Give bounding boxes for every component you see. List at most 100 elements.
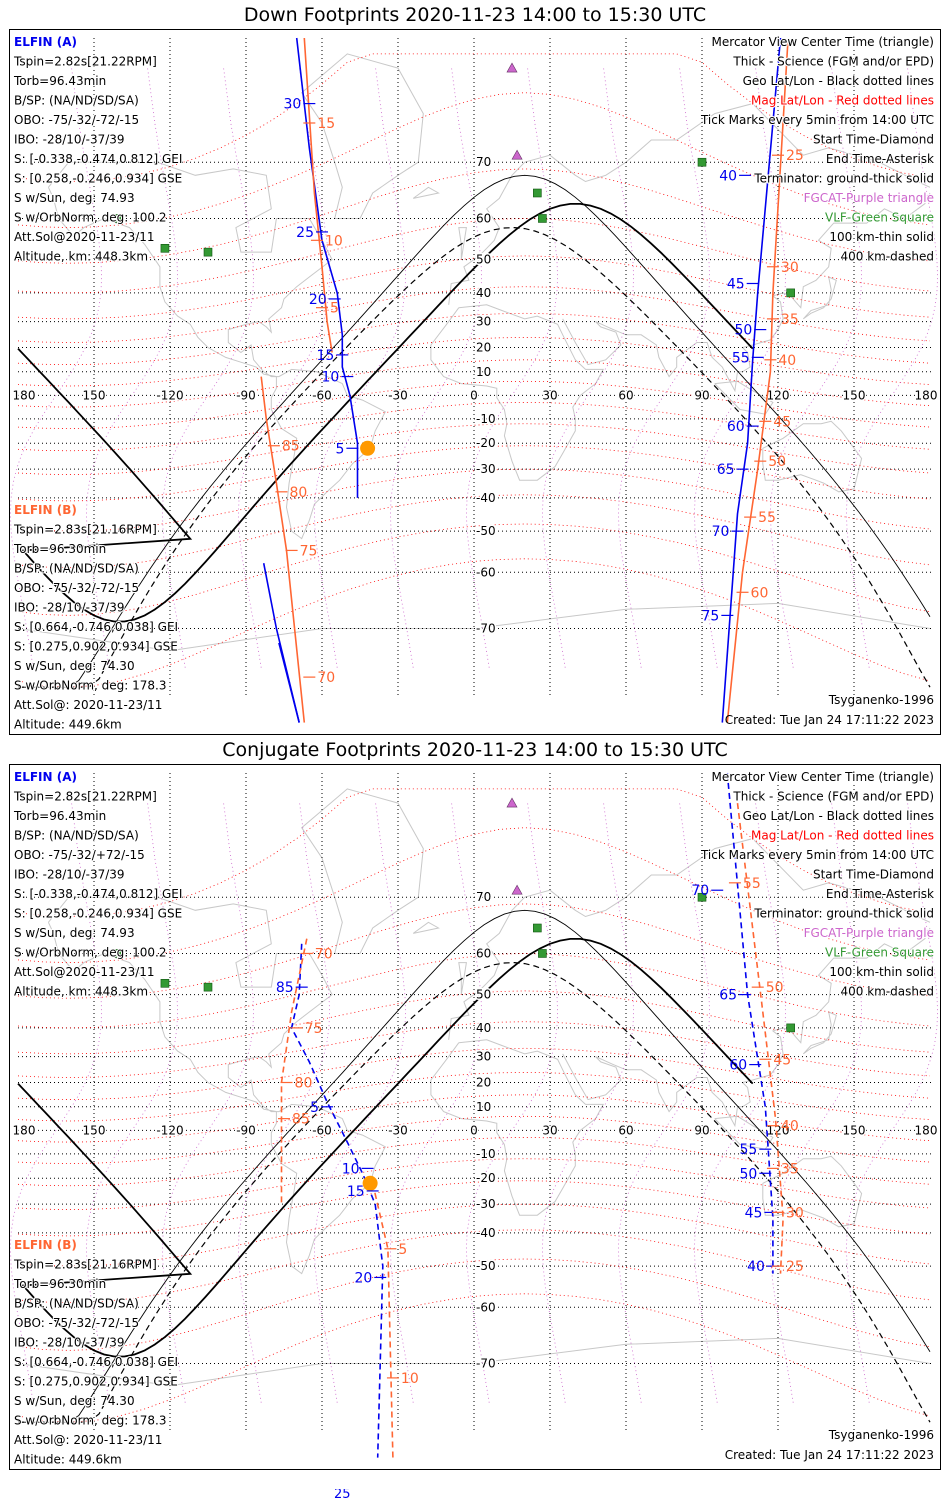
lon-tick-label: -90 xyxy=(236,388,256,402)
mag-grid-meridian xyxy=(769,803,863,1403)
elfin-a-info-line: Torb=96.43min xyxy=(13,809,106,823)
footer-fragment: 25 xyxy=(334,1489,351,1500)
coastline xyxy=(412,186,440,199)
legend-entry: Start Time-Diamond xyxy=(813,133,934,147)
mag-grid-latitude xyxy=(17,1180,931,1237)
track-a-tick-label: 70 xyxy=(712,524,730,540)
lat-tick-label: 10 xyxy=(476,1100,491,1114)
mag-grid-latitude xyxy=(17,218,931,294)
track-a-tick-label: 40 xyxy=(747,1259,765,1275)
legend-entry: Thick - Science (FGM and/or EPD) xyxy=(732,790,934,804)
mag-grid-meridian xyxy=(313,68,407,668)
legend-entry: Mercator View Center Time (triangle) xyxy=(712,35,934,49)
lon-tick-label: 150 xyxy=(83,388,106,402)
coastline xyxy=(458,227,467,260)
mag-grid-latitude xyxy=(17,523,931,616)
mag-grid-latitude xyxy=(17,903,931,999)
legend-entry: Terminator: ground-thick solid xyxy=(753,172,934,186)
legend-entry: 100 km-thin solid xyxy=(829,965,934,979)
mag-grid-latitude xyxy=(17,1021,931,1078)
track-b-tick-label: 80 xyxy=(289,485,307,501)
lat-tick-label: -10 xyxy=(476,412,496,426)
track-a-tick-label: 25 xyxy=(296,225,314,241)
track-elfin-b xyxy=(736,803,784,1274)
mag-grid-latitude xyxy=(17,468,931,532)
lat-tick-label: 60 xyxy=(476,211,491,225)
lat-tick-label: -50 xyxy=(476,524,496,538)
mag-grid-latitude xyxy=(17,359,931,408)
mag-grid-latitude xyxy=(17,1047,931,1101)
track-b-tick-label: 75 xyxy=(305,1021,323,1037)
track-a-tick-label: 20 xyxy=(309,292,327,308)
elfin-b-info-line: Altitude: 449.6km xyxy=(14,718,122,732)
coastline xyxy=(762,420,863,493)
elfin-a-info-line: OBO: -75/-32/-72/-15 xyxy=(14,113,139,127)
coastline xyxy=(430,304,605,481)
track-b-tick-label: 5 xyxy=(330,301,339,317)
legend-entry: VLF-Green Square xyxy=(825,211,934,225)
track-b-tick-label: 5 xyxy=(398,1242,407,1258)
elfin-b-info-line: S w/Sun, deg: 74.30 xyxy=(14,659,135,673)
lon-tick-label: -30 xyxy=(388,388,408,402)
lon-tick-label: -60 xyxy=(312,388,332,402)
coastline xyxy=(802,1011,837,1055)
coastline xyxy=(47,161,386,540)
mag-grid-latitude xyxy=(17,953,931,1029)
elfin-a-info-line: S w/OrbNorm, deg: 100.2 xyxy=(14,946,166,960)
lat-tick-label: -10 xyxy=(476,1147,496,1161)
vlf-square xyxy=(533,188,542,198)
elfin-a-info-line: B/SP: (NA/ND/SD/SA) xyxy=(14,94,139,108)
mag-grid-latitude xyxy=(17,286,931,343)
elfin-b-info-line: S w/OrbNorm, deg: 178.3 xyxy=(14,1414,166,1428)
lat-tick-label: -70 xyxy=(476,1356,496,1370)
lon-tick-label: 60 xyxy=(618,1123,633,1137)
elfin-b-info-line: S: [0.664,-0.746,0.038] GEI xyxy=(14,1355,178,1369)
track-a-tick-label: 75 xyxy=(702,608,720,624)
track-b-tick-label: 75 xyxy=(300,543,318,559)
track-b-tick-label: 25 xyxy=(786,148,804,164)
track-b-tick-label: 85 xyxy=(292,1112,310,1128)
elfin-b-info-line: IBO: -28/10/-37/39 xyxy=(14,1336,125,1350)
elfin-a-info-line: Tspin=2.82s[21.22RPM] xyxy=(13,55,157,69)
elfin-b-info-line: S: [0.664,-0.746,0.038] GEI xyxy=(14,620,178,634)
mag-grid-meridian xyxy=(693,803,787,1403)
track-b-tick-label: 50 xyxy=(768,454,786,470)
map-canvas-conjugate: 180 150 -120 -90 -60 -30 0 30 60 90 120 150 18070605… xyxy=(9,769,939,1468)
fgcat-triangle xyxy=(511,884,523,895)
mag-grid-meridian xyxy=(541,68,635,668)
legend-entry: FGCAT-Purple triangle xyxy=(804,191,934,205)
track-elfin-a xyxy=(290,943,384,1458)
mag-grid-latitude xyxy=(17,401,931,452)
track-b-tick-label: 40 xyxy=(781,1119,799,1135)
terminator-100km xyxy=(18,174,931,688)
track-b-tick-label: 40 xyxy=(778,353,796,369)
mag-grid-meridian xyxy=(845,803,939,1403)
coastline xyxy=(714,380,774,415)
mag-grid-latitude xyxy=(17,1158,931,1211)
lat-tick-label: -70 xyxy=(476,621,496,635)
track-a-tick-label: 50 xyxy=(740,1166,758,1182)
mag-grid-meridian xyxy=(9,68,103,668)
sun-icon xyxy=(360,440,376,456)
track-a-tick-label: 10 xyxy=(322,370,340,386)
track-b-tick-label: 60 xyxy=(751,585,769,601)
lat-tick-label: -50 xyxy=(476,1259,496,1273)
track-a-tick-label: 60 xyxy=(727,419,745,435)
legend-entry: VLF-Green Square xyxy=(825,946,934,960)
track-b-tick-label: 35 xyxy=(781,1161,799,1177)
elfin-a-info-name: ELFIN (A) xyxy=(14,770,77,784)
vlf-square xyxy=(115,949,124,958)
mag-grid-latitude xyxy=(17,168,931,264)
info-panel: ELFIN (A) Tspin=2.82s[21.22RPM] Torb=96.43… xyxy=(12,34,935,733)
elfin-a-info-line: S w/Sun, deg: 74.93 xyxy=(14,191,135,205)
track-b-tick-label: 10 xyxy=(325,233,343,249)
track-a-tick-label: 15 xyxy=(316,348,334,364)
mag-grid-latitude xyxy=(17,990,931,1055)
elfin-a-info-line: B/SP: (NA/ND/SD/SA) xyxy=(14,829,139,843)
elfin-a-info-line: Altitude, km: 448.3km xyxy=(14,985,148,999)
track-elfin-b xyxy=(726,37,789,723)
map-canvas-down: 180 150 -120 -90 -60 -30 0 30 60 90 120 150 180 70 60 5… xyxy=(9,34,939,733)
vlf-square xyxy=(533,923,542,933)
legend-entry: 400 km-dashed xyxy=(840,985,934,999)
track-elfin-a xyxy=(295,37,359,498)
